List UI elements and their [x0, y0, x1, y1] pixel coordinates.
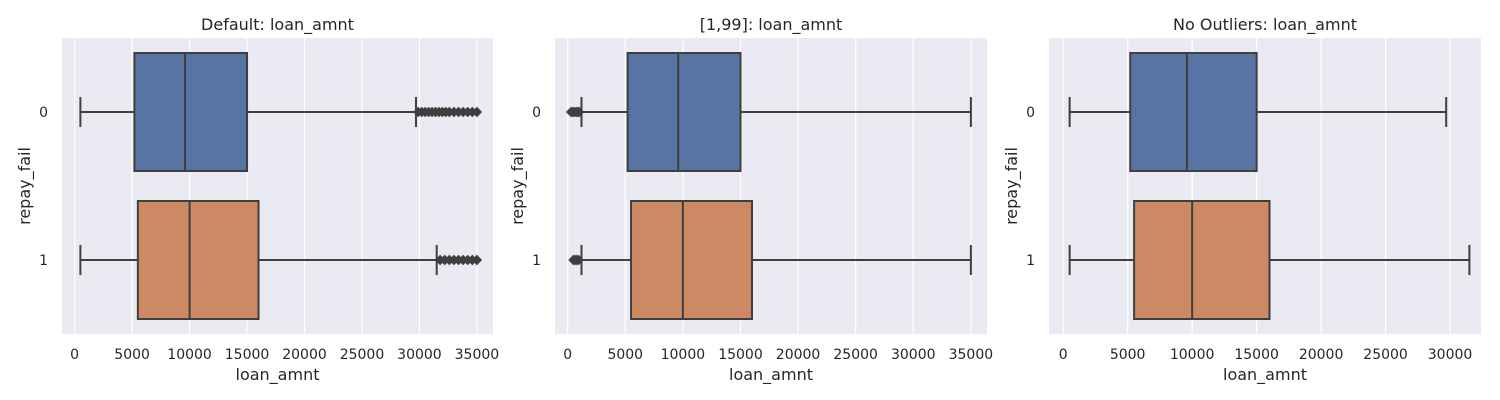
iqr-box: [626, 52, 742, 172]
y-tick-label: 1: [532, 253, 541, 269]
x-axis-label: loan_amnt: [1223, 365, 1307, 385]
x-tick-label: 0: [70, 347, 79, 363]
y-tick-label: 0: [39, 105, 48, 121]
chart-panel-2: 0 5000 10000 15000 20000 25000 30000 35000 0 1 [1,…: [508, 15, 993, 385]
x-tick-label: 5000: [607, 347, 643, 363]
box-category-1: [79, 200, 483, 320]
box-category-0: [79, 52, 483, 172]
y-tick-label: 1: [39, 253, 48, 269]
iqr-box: [1129, 52, 1258, 172]
x-tick-label: 30000: [891, 347, 936, 363]
x-tick-label: 15000: [718, 347, 763, 363]
outlier-point: [573, 254, 584, 266]
x-tick-label: 10000: [1170, 347, 1215, 363]
outlier-point: [573, 106, 585, 118]
x-tick-label: 35000: [949, 347, 994, 363]
x-tick-label: 20000: [776, 347, 821, 363]
plot-area: [555, 38, 987, 334]
plot-area: [62, 38, 493, 334]
y-axis-label: repay_fail: [15, 147, 35, 225]
outlier-point: [471, 106, 483, 118]
chart-title: Default: loan_amnt: [201, 15, 354, 35]
iqr-box: [630, 200, 753, 320]
iqr-box: [136, 200, 260, 320]
x-tick-label: 5000: [1110, 347, 1146, 363]
x-tick-label: 0: [563, 347, 572, 363]
x-tick-label: 25000: [1363, 347, 1408, 363]
x-tick-label: 30000: [397, 347, 442, 363]
x-tick-label: 35000: [455, 347, 500, 363]
x-tick-label: 30000: [1428, 347, 1473, 363]
chart-title: [1,99]: loan_amnt: [700, 15, 843, 35]
y-tick-label: 0: [532, 105, 541, 121]
x-tick-label: 15000: [225, 347, 270, 363]
x-tick-label: 10000: [661, 347, 706, 363]
iqr-box: [1133, 200, 1271, 320]
x-tick-label: 0: [1059, 347, 1068, 363]
iqr-box: [133, 52, 249, 172]
x-tick-label: 5000: [114, 347, 150, 363]
y-tick-label: 0: [1026, 105, 1035, 121]
box-category-1: [1068, 200, 1471, 320]
outlier-point: [471, 254, 483, 266]
x-axis-label: loan_amnt: [729, 365, 813, 385]
x-axis-label: loan_amnt: [236, 365, 320, 385]
x-tick-label: 25000: [340, 347, 385, 363]
box-category-0: [565, 52, 972, 172]
y-tick-label: 1: [1026, 253, 1035, 269]
box-category-1: [568, 200, 972, 320]
x-tick-label: 10000: [167, 347, 212, 363]
y-axis-label: repay_fail: [1002, 147, 1022, 225]
chart-panel-1: 0 5000 10000 15000 20000 25000 30000 35000 0 1 Def…: [15, 15, 499, 385]
x-tick-label: 20000: [1299, 347, 1344, 363]
box-category-0: [1068, 52, 1448, 172]
x-tick-label: 25000: [833, 347, 878, 363]
chart-title: No Outliers: loan_amnt: [1173, 15, 1357, 35]
x-tick-label: 20000: [282, 347, 327, 363]
chart-panel-3: 0 5000 10000 15000 20000 25000 30000 0 1 No Outli…: [1002, 15, 1481, 385]
y-axis-label: repay_fail: [508, 147, 528, 225]
x-tick-label: 15000: [1234, 347, 1279, 363]
